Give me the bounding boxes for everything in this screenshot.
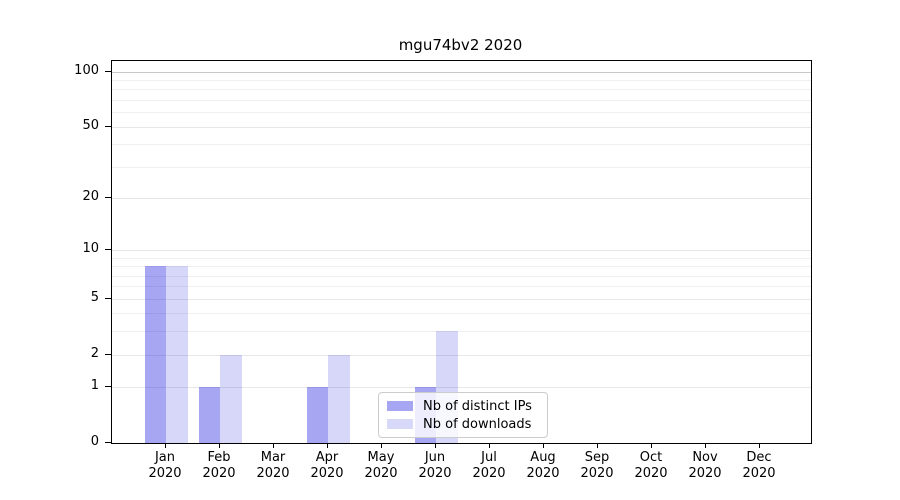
y-tick-label: 1: [90, 378, 99, 394]
gridline-major: [112, 197, 811, 199]
x-tick-year: 2020: [580, 466, 614, 481]
legend-item-downloads: Nb of downloads: [387, 415, 539, 433]
x-tick-month: Sep: [584, 450, 610, 465]
y-axis-tick: [105, 249, 111, 250]
x-tick-month: Jan: [154, 450, 176, 465]
x-tick-label: Jun 2020: [403, 450, 467, 482]
gridline-major: [112, 126, 811, 128]
legend-label-downloads: Nb of downloads: [423, 416, 532, 432]
y-tick-label: 2: [90, 345, 99, 361]
legend-label-distinct-ips: Nb of distinct IPs: [423, 398, 532, 414]
legend-swatch-downloads-icon: [387, 419, 413, 429]
x-axis-tick: [651, 443, 652, 448]
x-tick-label: May 2020: [349, 450, 413, 482]
x-tick-label: Mar 2020: [241, 450, 305, 482]
y-axis-tick: [105, 196, 111, 198]
x-tick-year: 2020: [688, 466, 722, 481]
y-tick-label: 5: [90, 289, 99, 305]
y-axis-tick: [105, 297, 111, 299]
gridline-major: [112, 71, 811, 73]
y-tick-label: 50: [82, 117, 99, 133]
y-axis-tick: [105, 70, 111, 72]
gridline-major: [112, 354, 811, 356]
x-tick-year: 2020: [202, 466, 236, 481]
x-axis-tick: [759, 443, 760, 448]
y-tick-label: 100: [74, 62, 99, 78]
x-tick-label: Sep 2020: [565, 450, 629, 482]
gridline-minor: [112, 144, 811, 145]
x-tick-month: Jun: [424, 450, 446, 465]
y-axis-tick: [105, 125, 111, 127]
bar-distinct-ips: [144, 266, 166, 443]
x-tick-year: 2020: [472, 466, 506, 481]
chart-title: mgu74bv2 2020: [398, 36, 523, 54]
x-axis-tick: [543, 443, 544, 448]
x-tick-label: Jul 2020: [457, 450, 521, 482]
gridline-minor: [112, 79, 811, 81]
x-tick-year: 2020: [148, 466, 182, 481]
x-tick-month: Apr: [315, 450, 339, 465]
gridline-minor: [112, 331, 811, 333]
x-tick-month: May: [367, 450, 395, 465]
y-tick-label: 10: [82, 241, 99, 256]
bar-distinct-ips: [306, 387, 328, 443]
bar-downloads: [220, 354, 242, 443]
y-axis-tick: [105, 386, 111, 388]
y-tick-label: 20: [82, 188, 99, 204]
y-tick-label: 0: [90, 434, 99, 449]
gridline-major: [112, 387, 811, 389]
gridline-major: [112, 298, 811, 300]
gridline-minor: [112, 112, 811, 113]
bar-downloads: [166, 266, 188, 443]
x-axis-tick: [489, 443, 490, 448]
x-axis-tick: [273, 443, 274, 448]
x-tick-month: Mar: [260, 450, 286, 465]
x-tick-year: 2020: [364, 466, 398, 481]
x-axis-tick: [165, 443, 166, 448]
x-axis-tick: [327, 443, 328, 448]
x-tick-label: Dec 2020: [727, 450, 791, 482]
y-axis-tick: [105, 353, 111, 355]
x-axis-tick: [219, 443, 220, 448]
x-tick-year: 2020: [256, 466, 290, 481]
bar-downloads: [328, 354, 350, 443]
x-axis-tick: [705, 443, 706, 448]
x-tick-month: Nov: [692, 450, 718, 465]
legend-item-distinct-ips: Nb of distinct IPs: [387, 397, 539, 415]
x-axis-tick: [435, 443, 436, 448]
bar-distinct-ips: [198, 387, 220, 443]
x-tick-month: Jul: [481, 450, 497, 465]
gridline-minor: [112, 313, 811, 315]
gridline-minor: [112, 266, 811, 268]
gridline-minor: [112, 286, 811, 288]
x-tick-year: 2020: [310, 466, 344, 481]
x-tick-label: Nov 2020: [673, 450, 737, 482]
x-tick-label: Aug 2020: [511, 450, 575, 482]
x-tick-year: 2020: [418, 466, 452, 481]
x-tick-year: 2020: [742, 466, 776, 481]
gridline-minor: [112, 166, 811, 168]
gridline-minor: [112, 257, 811, 259]
legend-swatch-distinct-ips-icon: [387, 401, 413, 411]
x-tick-month: Aug: [530, 450, 556, 465]
x-tick-year: 2020: [634, 466, 668, 481]
gridline-minor: [112, 275, 811, 277]
x-tick-year: 2020: [526, 466, 560, 481]
x-tick-month: Oct: [639, 450, 663, 465]
x-tick-month: Feb: [207, 450, 231, 465]
x-tick-month: Dec: [746, 450, 772, 465]
plot-area: [111, 60, 812, 444]
gridline-minor: [112, 99, 811, 101]
x-tick-label: Jan 2020: [133, 450, 197, 482]
x-axis-tick: [381, 443, 382, 448]
x-axis-tick: [597, 443, 598, 448]
legend: Nb of distinct IPs Nb of downloads: [378, 392, 548, 438]
y-axis-tick: [105, 442, 111, 443]
x-tick-label: Apr 2020: [295, 450, 359, 482]
x-tick-label: Feb 2020: [187, 450, 251, 482]
gridline-major: [112, 250, 811, 251]
x-tick-label: Oct 2020: [619, 450, 683, 482]
gridline-minor: [112, 89, 811, 91]
